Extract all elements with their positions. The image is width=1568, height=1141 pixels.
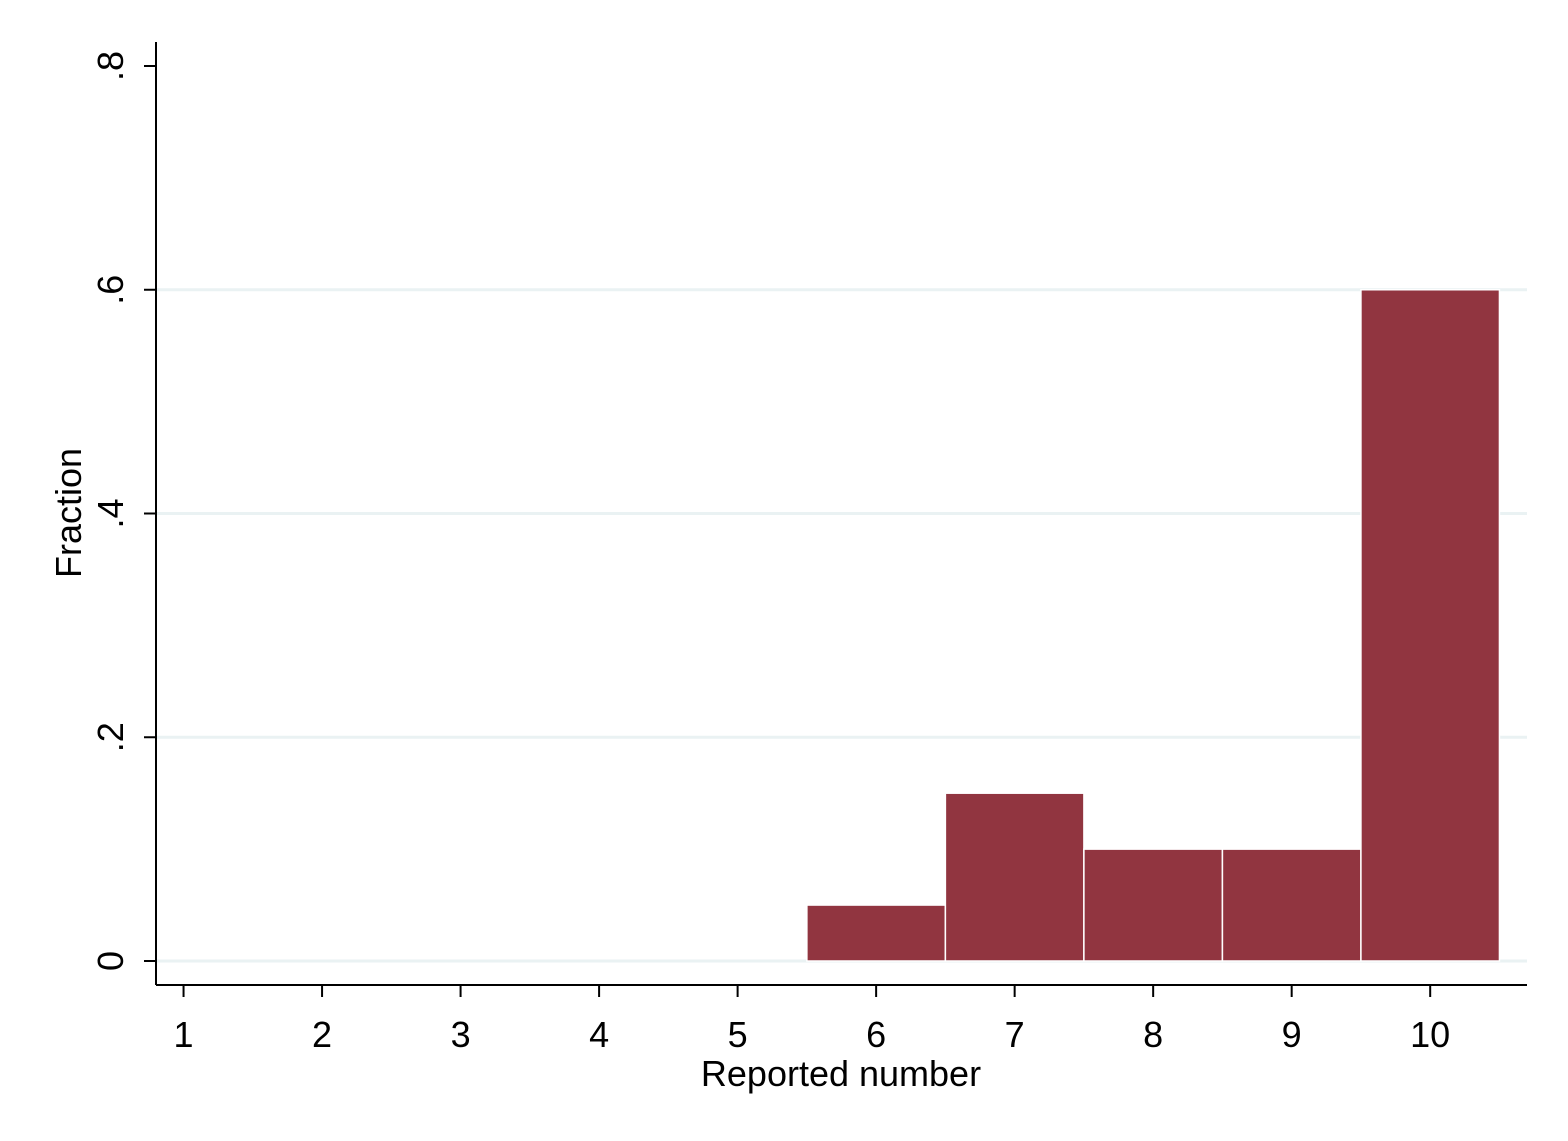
y-tick-label: .4 — [90, 498, 131, 528]
x-tick-label: 1 — [174, 1014, 194, 1055]
histogram-bars — [806, 289, 1501, 962]
x-tick-label: 8 — [1143, 1014, 1163, 1055]
histogram-bar — [1083, 848, 1224, 962]
y-tick-label: .6 — [90, 275, 131, 305]
y-axis-ticks: 0 .2 .4 .6 .8 — [90, 51, 156, 971]
x-tick-label: 6 — [866, 1014, 886, 1055]
y-tick-label: .8 — [90, 51, 131, 81]
x-tick-label: 10 — [1410, 1014, 1450, 1055]
y-tick-label: .2 — [90, 722, 131, 752]
x-tick-label: 3 — [451, 1014, 471, 1055]
x-tick-label: 2 — [312, 1014, 332, 1055]
x-axis-title: Reported number — [701, 1053, 981, 1094]
histogram-bar — [1360, 289, 1501, 962]
histogram-bar — [806, 904, 947, 962]
x-tick-label: 9 — [1282, 1014, 1302, 1055]
x-tick-label: 4 — [589, 1014, 609, 1055]
x-tick-label: 5 — [728, 1014, 748, 1055]
x-tick-label: 7 — [1005, 1014, 1025, 1055]
histogram-bar — [944, 792, 1085, 962]
histogram-bar — [1221, 848, 1362, 962]
x-axis-ticks: 1 2 3 4 5 6 7 8 9 10 — [174, 985, 1450, 1055]
y-tick-label: 0 — [90, 951, 131, 971]
y-axis-title: Fraction — [48, 448, 89, 578]
